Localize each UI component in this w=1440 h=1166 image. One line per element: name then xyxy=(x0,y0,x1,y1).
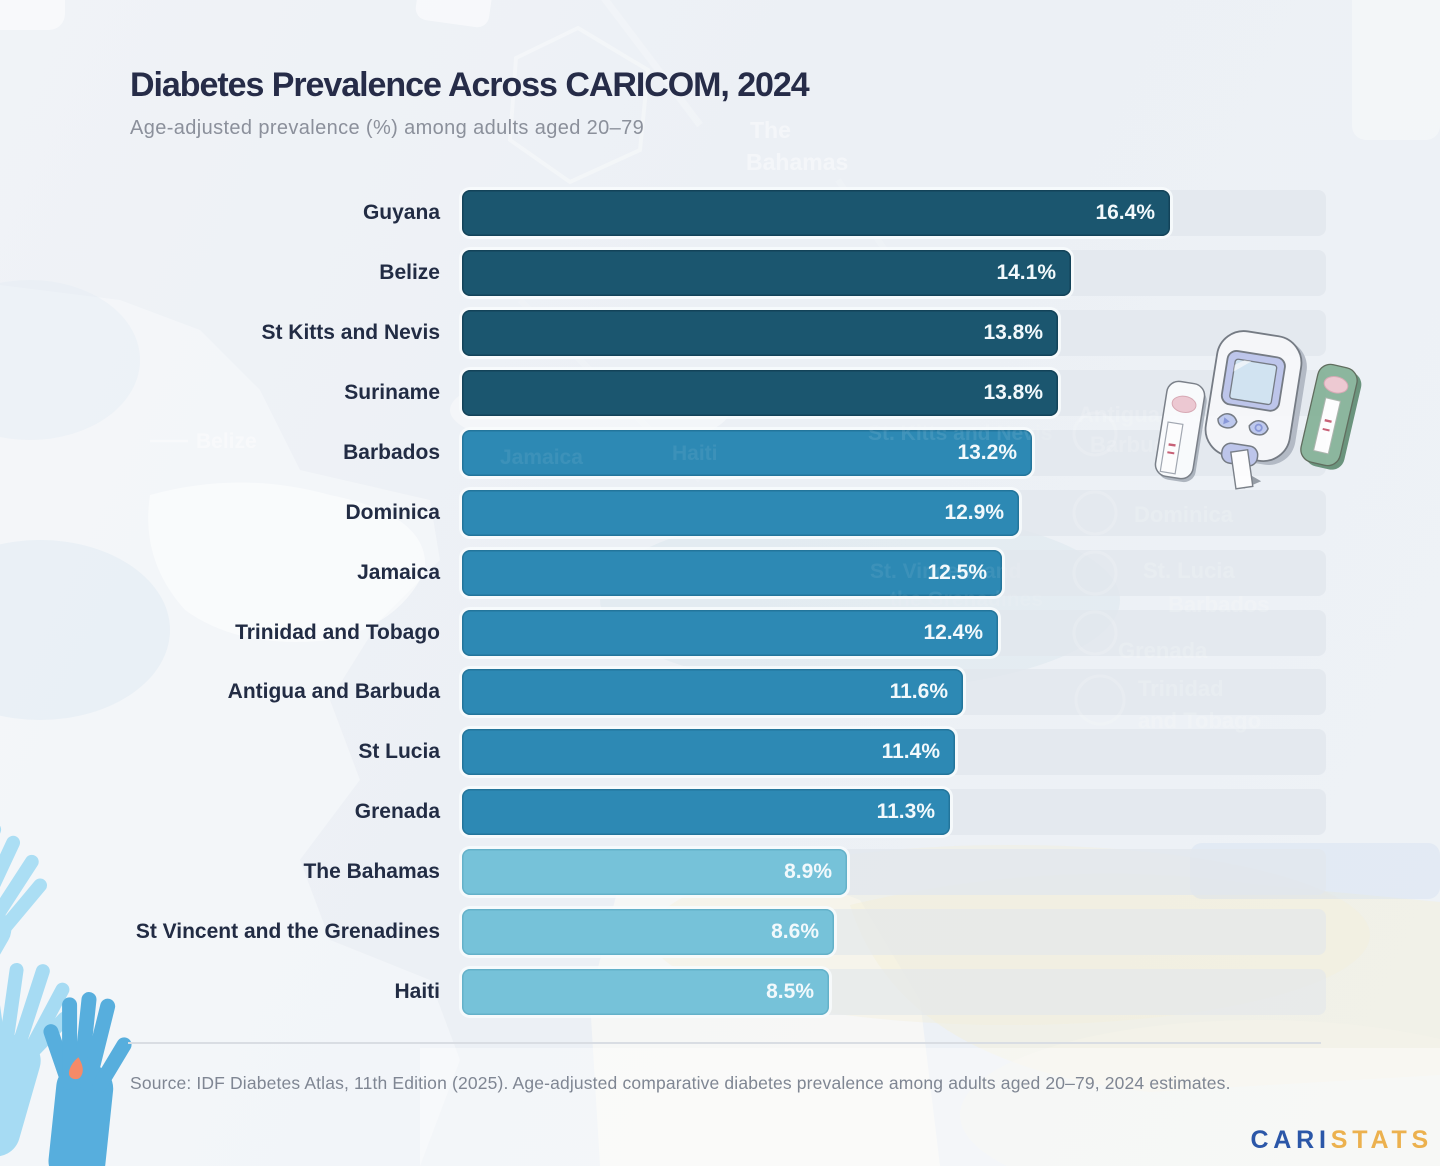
svg-text:St. Kitts and Nevis: St. Kitts and Nevis xyxy=(868,422,1052,445)
svg-text:St. Lucia: St. Lucia xyxy=(1143,558,1235,583)
svg-text:The: The xyxy=(750,117,791,143)
svg-text:and Tobago: and Tobago xyxy=(1138,708,1261,733)
svg-text:Dominica: Dominica xyxy=(1134,502,1234,527)
svg-text:the Grenadines: the Grenadines xyxy=(890,588,1043,611)
svg-text:Barbados: Barbados xyxy=(1168,592,1269,617)
svg-text:St. Vincent and: St. Vincent and xyxy=(870,560,1021,583)
svg-text:Trinidad: Trinidad xyxy=(1138,676,1224,701)
svg-text:Bahamas: Bahamas xyxy=(746,149,848,175)
svg-text:Haiti: Haiti xyxy=(672,442,718,465)
svg-text:Belize: Belize xyxy=(196,430,257,453)
svg-text:Grenada: Grenada xyxy=(1118,638,1208,663)
svg-text:Jamaica: Jamaica xyxy=(500,446,583,469)
